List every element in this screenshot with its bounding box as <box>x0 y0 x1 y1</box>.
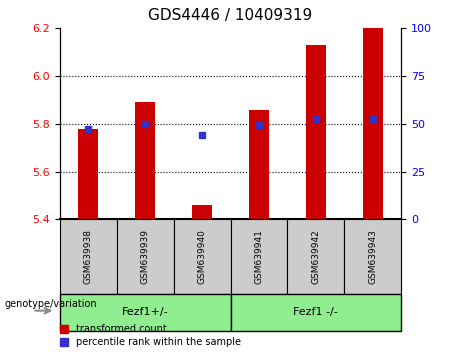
Text: GDS4446 / 10409319: GDS4446 / 10409319 <box>148 8 313 23</box>
Text: Fezf1 -/-: Fezf1 -/- <box>293 307 338 318</box>
Bar <box>192 205 212 219</box>
Bar <box>306 45 326 219</box>
Text: Fezf1+/-: Fezf1+/- <box>122 307 169 318</box>
Text: GSM639942: GSM639942 <box>311 229 320 284</box>
Bar <box>363 28 383 219</box>
Text: GSM639940: GSM639940 <box>198 229 207 284</box>
Text: GSM639943: GSM639943 <box>368 229 377 284</box>
Legend: transformed count, percentile rank within the sample: transformed count, percentile rank withi… <box>60 325 241 347</box>
Bar <box>249 110 269 219</box>
Text: GSM639941: GSM639941 <box>254 229 263 284</box>
Text: genotype/variation: genotype/variation <box>5 298 97 309</box>
Text: GSM639939: GSM639939 <box>141 229 150 284</box>
Bar <box>78 129 98 219</box>
Bar <box>135 102 155 219</box>
Text: GSM639938: GSM639938 <box>84 229 93 284</box>
